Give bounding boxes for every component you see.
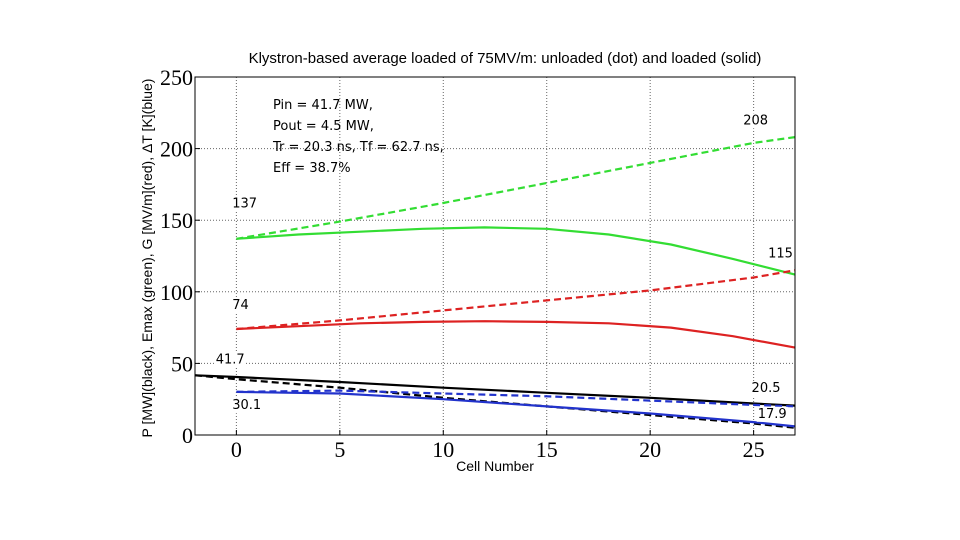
x-tick-label: 10 <box>432 437 454 462</box>
annotation-label: 30.1 <box>232 398 261 413</box>
x-tick-label: 25 <box>743 437 765 462</box>
series-line-emax-unloaded <box>236 136 796 240</box>
annotation-label: 17.9 <box>758 407 787 422</box>
x-axis-label: Cell Number <box>456 458 534 474</box>
x-tick-label: 20 <box>639 437 661 462</box>
series-line-p-loaded <box>194 374 796 407</box>
info-efficiency: Eff = 38.7% <box>273 161 351 176</box>
series-line-g-loaded <box>236 320 796 349</box>
annotation-background <box>214 352 246 368</box>
series-group <box>194 136 796 429</box>
chart-title: Klystron-based average loaded of 75MV/m:… <box>249 50 762 67</box>
annotation-label: 137 <box>232 196 257 211</box>
annotation-label: 41.7 <box>216 352 245 367</box>
annotation-label: 74 <box>232 298 249 313</box>
plot-frame <box>194 76 796 436</box>
x-tick-label: 5 <box>334 437 345 462</box>
info-pout: Pout = 4.5 MW, <box>273 119 374 134</box>
y-tick-label: 200 <box>160 137 193 162</box>
series-line-g-unloaded <box>236 269 796 331</box>
plot-area <box>195 77 795 435</box>
annotation-background <box>231 196 259 212</box>
y-tick-label: 100 <box>160 280 193 305</box>
tick-labels: 0 50 100 150 200 250 0 5 10 15 20 25 <box>160 65 765 462</box>
annotation-background <box>231 398 263 414</box>
annotation-label: 20.5 <box>752 381 781 396</box>
annotation-background <box>231 297 250 313</box>
annotation-background <box>767 246 794 262</box>
info-timing: Tr = 20.3 ns, Tf = 62.7 ns, <box>272 140 444 155</box>
y-tick-label: 150 <box>160 208 193 233</box>
y-axis-label: P [MW](black), Emax (green), G [MV/m](re… <box>139 79 155 438</box>
x-tick-label: 15 <box>536 437 558 462</box>
y-tick-label: 50 <box>171 351 193 376</box>
info-pin: Pin = 41.7 MW, <box>273 98 373 113</box>
y-tick-label: 250 <box>160 65 193 90</box>
x-tick-label: 0 <box>231 437 242 462</box>
annotation-background <box>750 381 782 397</box>
annotation-label: 115 <box>768 246 793 261</box>
annotation-background <box>756 406 788 422</box>
series-line-dt-loaded <box>236 390 796 428</box>
annotation-label: 208 <box>743 113 768 128</box>
y-tick-label: 0 <box>182 423 193 448</box>
series-line-emax-loaded <box>236 226 796 276</box>
annotation-background <box>742 113 770 129</box>
annotations: 208 137 115 74 41.7 20.5 30.1 17.9 <box>214 113 794 422</box>
series-line-dt-unloaded <box>236 389 796 408</box>
info-box: Pin = 41.7 MW, Pout = 4.5 MW, Tr = 20.3 … <box>272 98 444 176</box>
